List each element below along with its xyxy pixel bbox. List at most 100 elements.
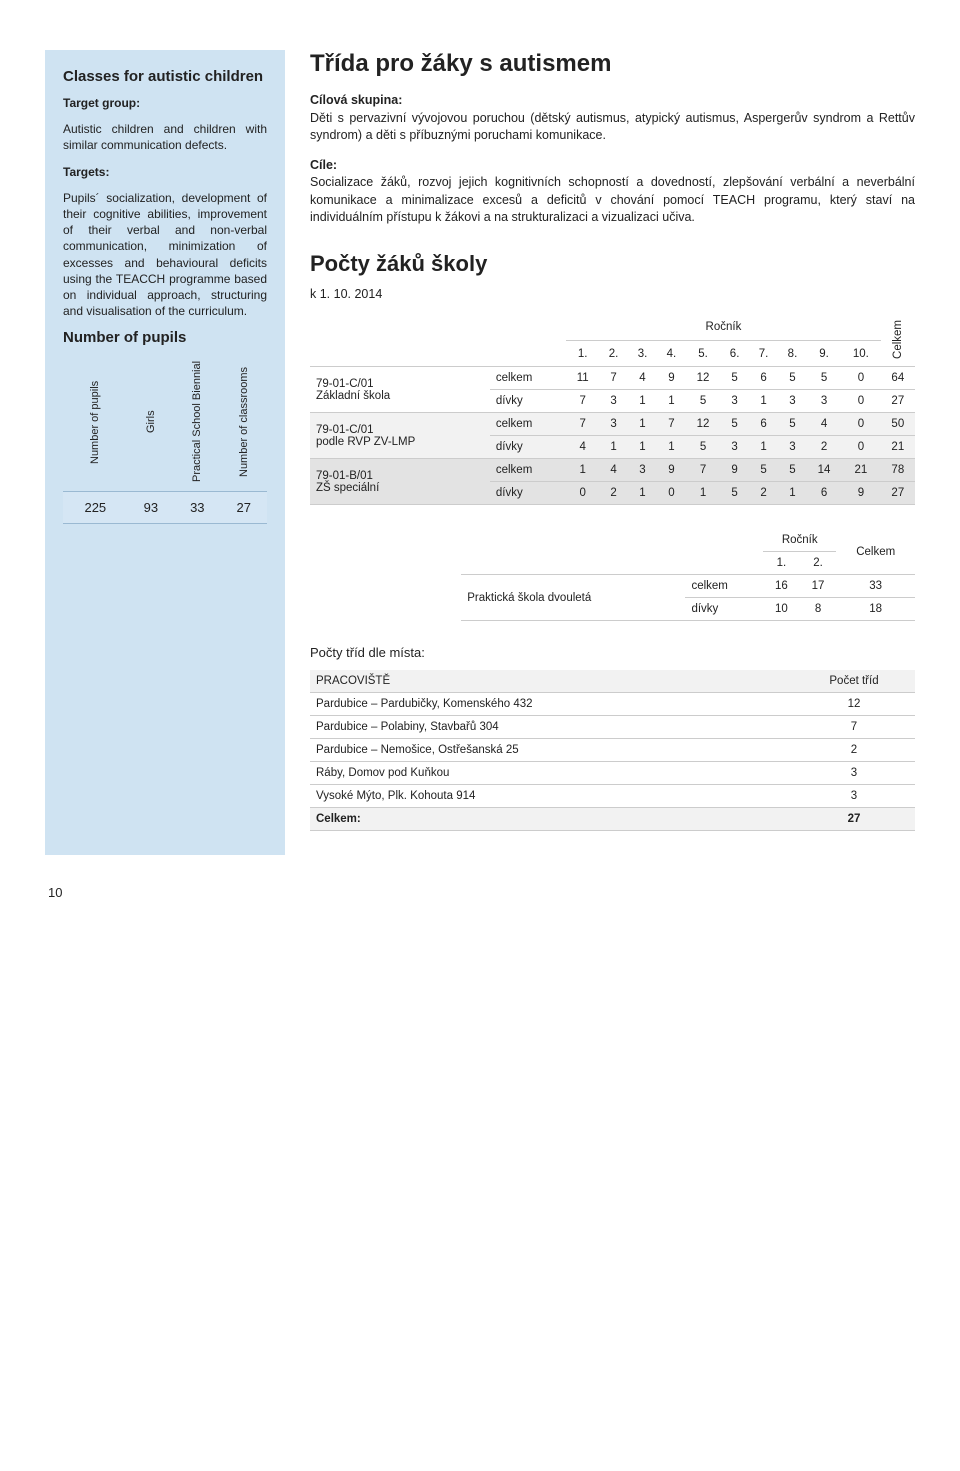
location-count: 7 [793,716,915,739]
row-type: dívky [490,482,566,505]
total-label: Celkem: [310,808,793,831]
col-header: Number of pupils [89,362,101,482]
grade-header: 6. [720,340,749,367]
location-name: Pardubice – Pardubičky, Komenského 432 [310,693,793,716]
cell: 17 [800,575,837,598]
cilova-text: Děti s pervazivní vývojovou poruchou (dě… [310,111,915,143]
cell: 3 [628,459,657,482]
cell: 4 [599,459,628,482]
row-total: 18 [836,598,915,621]
main-content: Třída pro žáky s autismem Cílová skupina… [310,50,915,855]
celkem-label: Celkem [836,529,915,575]
title-autism-class: Třída pro žáky s autismem [310,50,915,78]
cell: 3 [599,413,628,436]
cell: 21 [841,459,880,482]
page-number: 10 [0,885,960,930]
cile: Cíle:Socializace žáků, rozvoj jejich kog… [310,157,915,227]
cell: 5 [778,413,807,436]
row-total: 33 [836,575,915,598]
cell: 9 [720,459,749,482]
cell: 5 [778,459,807,482]
cell: 1 [778,482,807,505]
cell: 7 [566,413,599,436]
title-pocty-zaku: Počty žáků školy [310,251,915,277]
cell: 6 [749,413,778,436]
grade-header: 7. [749,340,778,367]
cell: 7 [657,413,686,436]
cell: 1 [628,436,657,459]
row-total: 21 [881,436,915,459]
cell: 4 [628,367,657,390]
cilova-skupina: Cílová skupina:Děti s pervazivní vývojov… [310,92,915,145]
cell: 2 [599,482,628,505]
col-header: PRACOVIŠTĚ [310,670,793,693]
location-count: 3 [793,785,915,808]
cell: 3 [599,390,628,413]
col-header: Girls [145,362,157,482]
cell: 5 [720,482,749,505]
grade-header: 2. [599,340,628,367]
cell: 225 [63,492,128,524]
sidebar-table-header: Number of pupils Girls Practical School … [63,356,267,492]
row-type: celkem [490,459,566,482]
cell: 33 [174,492,220,524]
cell: 3 [778,390,807,413]
grade-header: 4. [657,340,686,367]
cell: 5 [720,413,749,436]
number-heading: Number of pupils [63,329,267,346]
cell: 9 [657,367,686,390]
row-type: celkem [685,575,763,598]
rocnik-label: Ročník [566,315,880,341]
grade-header: 5. [686,340,720,367]
target-group-text: Autistic children and children with simi… [63,121,267,153]
practical-school-table: RočníkCelkem1.2.Praktická škola dvouletá… [461,529,915,621]
location-count: 2 [793,739,915,762]
cell: 1 [657,436,686,459]
grade-header: 2. [800,552,837,575]
cell: 0 [841,436,880,459]
group-label: 79-01-C/01Základní škola [310,367,490,413]
col-header: Number of classrooms [238,362,250,482]
cell: 5 [686,390,720,413]
cell: 3 [720,390,749,413]
rocnik-label: Ročník [763,529,836,552]
locations-table: PRACOVIŠTĚPočet třídPardubice – Pardubič… [310,670,915,831]
cell: 1 [749,390,778,413]
cell: 9 [841,482,880,505]
cell: 1 [599,436,628,459]
total-value: 27 [793,808,915,831]
row-type: celkem [490,367,566,390]
cell: 5 [807,367,841,390]
cell: 11 [566,367,599,390]
targets-label: Targets: [63,165,109,179]
cell: 6 [807,482,841,505]
cell: 14 [807,459,841,482]
group-label: 79-01-C/01podle RVP ZV-LMP [310,413,490,459]
cell: 27 [221,492,267,524]
cell: 5 [686,436,720,459]
cell: 1 [657,390,686,413]
sidebar: Classes for autistic children Target gro… [45,50,285,855]
date: k 1. 10. 2014 [310,287,915,301]
location-name: Vysoké Mýto, Plk. Kohouta 914 [310,785,793,808]
cell: 0 [657,482,686,505]
location-count: 12 [793,693,915,716]
pocty-trid-heading: Počty tříd dle místa: [310,645,915,660]
sidebar-table: Number of pupils Girls Practical School … [63,356,267,524]
cell: 3 [807,390,841,413]
cell: 0 [566,482,599,505]
cell: 93 [128,492,174,524]
cell: 5 [720,367,749,390]
cell: 7 [686,459,720,482]
cell: 16 [763,575,800,598]
row-total: 50 [881,413,915,436]
cell: 0 [841,390,880,413]
cell: 8 [800,598,837,621]
grade-header: 9. [807,340,841,367]
sidebar-heading: Classes for autistic children [63,68,267,85]
cell: 1 [628,413,657,436]
cell: 5 [749,459,778,482]
row-type: dívky [490,436,566,459]
grade-header: 8. [778,340,807,367]
row-type: dívky [490,390,566,413]
